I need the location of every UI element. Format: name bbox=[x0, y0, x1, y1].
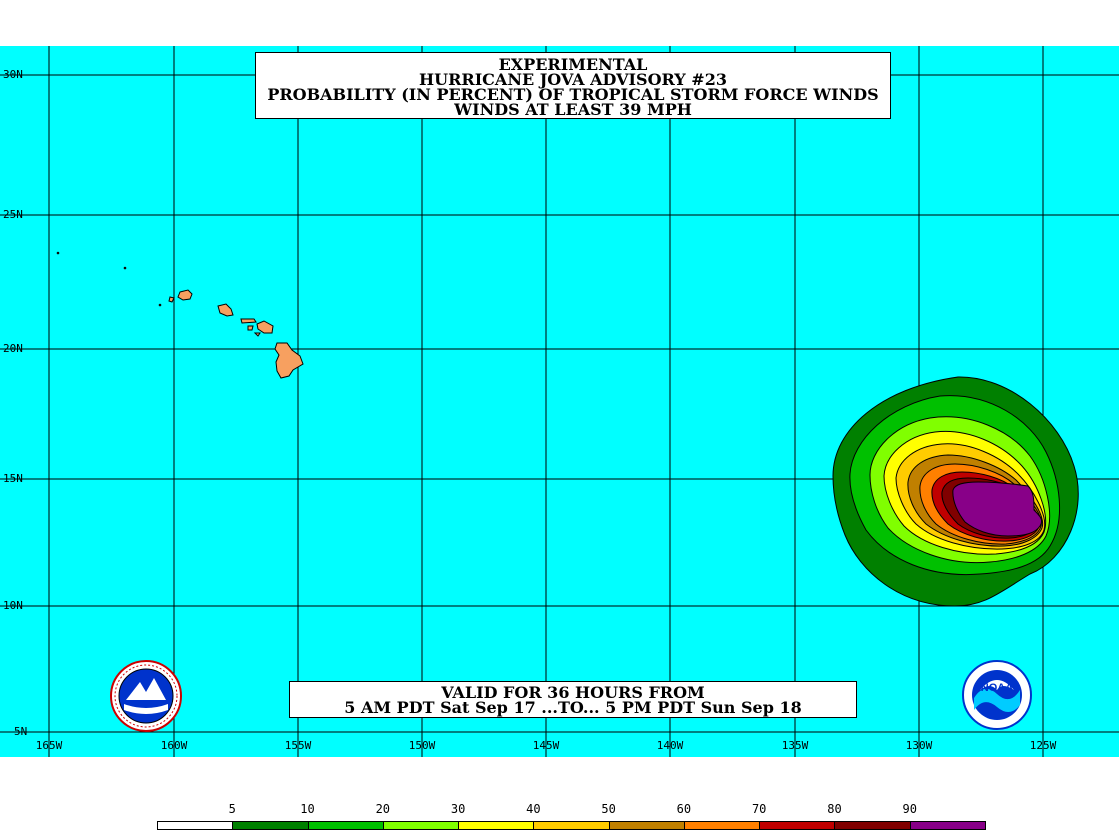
lat-label-10n: 10N bbox=[3, 599, 23, 612]
legend-label: 5 bbox=[228, 802, 236, 816]
valid-time-box: VALID FOR 36 HOURS FROM 5 AM PDT Sat Sep… bbox=[289, 681, 857, 718]
noaa-logo-text: NOAA bbox=[981, 682, 1013, 694]
nws-logo-icon bbox=[110, 660, 182, 732]
island-kahoolawe bbox=[253, 332, 261, 337]
contour-90 bbox=[952, 481, 1043, 537]
legend-swatch bbox=[909, 821, 986, 830]
lon-label-135w: 135W bbox=[781, 739, 809, 752]
legend-color-bar bbox=[157, 821, 986, 830]
legend-swatch bbox=[382, 821, 460, 830]
island-kauai bbox=[177, 289, 193, 301]
island-niihau bbox=[168, 296, 175, 303]
lon-label-140w: 140W bbox=[656, 739, 684, 752]
legend-swatch bbox=[307, 821, 384, 830]
legend-swatch bbox=[759, 821, 836, 830]
legend-swatch bbox=[458, 821, 535, 830]
island-molokai bbox=[240, 318, 257, 324]
valid-line-range: 5 AM PDT Sat Sep 17 ...TO... 5 PM PDT Su… bbox=[344, 698, 802, 717]
island-lanai bbox=[247, 325, 254, 331]
legend-swatch bbox=[157, 821, 234, 830]
lon-label-155w: 155W bbox=[284, 739, 312, 752]
lat-label-30n: 30N bbox=[3, 68, 23, 81]
legend-label: 30 bbox=[450, 802, 466, 816]
lon-label-160w: 160W bbox=[160, 739, 188, 752]
legend-label: 10 bbox=[300, 802, 315, 816]
title-line-winds: WINDS AT LEAST 39 MPH bbox=[454, 100, 692, 119]
lon-label-130w: 130W bbox=[905, 739, 933, 752]
lon-label-165w: 165W bbox=[35, 739, 63, 752]
lon-label-125w: 125W bbox=[1029, 739, 1057, 752]
legend-label: 90 bbox=[902, 802, 917, 816]
title-line-experimental: EXPERIMENTAL bbox=[498, 55, 648, 74]
lon-label-145w: 145W bbox=[532, 739, 560, 752]
legend-label: 50 bbox=[601, 802, 616, 816]
legend-swatch bbox=[533, 821, 610, 830]
island-oahu bbox=[217, 303, 234, 317]
legend-label: 80 bbox=[827, 802, 842, 816]
lat-label-15n: 15N bbox=[3, 472, 23, 485]
legend-label: 40 bbox=[526, 802, 541, 816]
legend-swatch bbox=[608, 821, 685, 830]
legend-swatch bbox=[683, 821, 761, 830]
legend-swatch bbox=[232, 821, 309, 830]
title-box: EXPERIMENTAL HURRICANE JOVA ADVISORY #23… bbox=[255, 52, 891, 119]
title-line-probability: PROBABILITY (IN PERCENT) OF TROPICAL STO… bbox=[267, 85, 879, 104]
island-maui bbox=[256, 320, 274, 334]
lat-label-5n: 5N bbox=[14, 725, 28, 738]
legend-label: 20 bbox=[375, 802, 391, 816]
probability-contours bbox=[832, 376, 1079, 607]
noaa-logo-icon: NOAA bbox=[962, 660, 1032, 730]
legend-label: 70 bbox=[751, 802, 767, 816]
lat-label-25n: 25N bbox=[3, 208, 23, 221]
lat-label-20n: 20N bbox=[3, 342, 23, 355]
valid-line-duration: VALID FOR 36 HOURS FROM bbox=[441, 683, 705, 702]
hawaiian-islands bbox=[56, 251, 304, 379]
title-line-advisory: HURRICANE JOVA ADVISORY #23 bbox=[419, 70, 727, 89]
legend-label: 60 bbox=[676, 802, 692, 816]
island-hawaii bbox=[274, 342, 304, 379]
legend-swatch bbox=[834, 821, 911, 830]
lat-lon-grid bbox=[0, 46, 1119, 757]
lon-label-150w: 150W bbox=[408, 739, 436, 752]
